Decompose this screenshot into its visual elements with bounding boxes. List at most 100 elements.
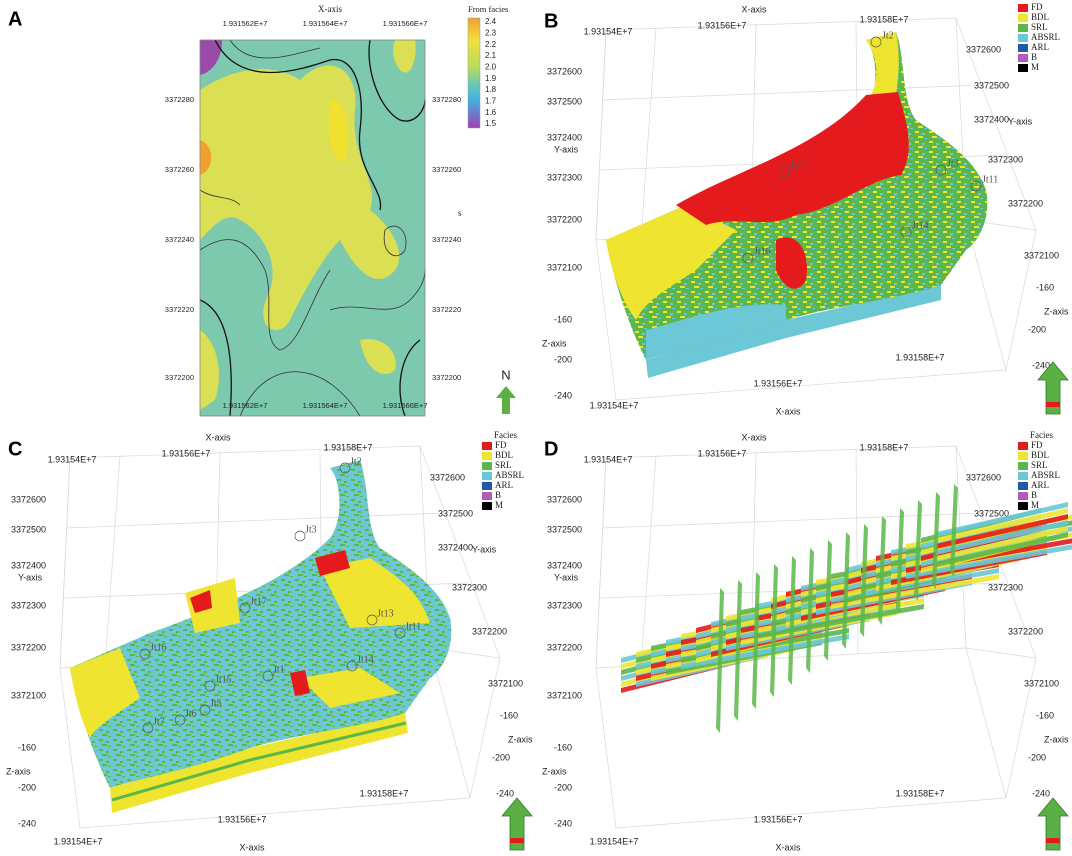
y-tick-label: 3372600	[11, 494, 46, 504]
y-tick-label: 3372400	[547, 132, 582, 142]
well-label: Jt13	[377, 608, 394, 619]
low	[200, 40, 222, 75]
well-marker	[174, 714, 186, 726]
legend-swatch	[1018, 54, 1028, 62]
x-tick-label: 1.93158E+7	[896, 788, 945, 798]
z-tick-label: -200	[554, 354, 572, 364]
x-axis-title: X-axis	[741, 432, 767, 442]
z-tick-label: -200	[492, 752, 510, 762]
x-tick-label: 1.93158E+7	[860, 14, 909, 24]
y-tick-label: 3372200	[1008, 626, 1043, 636]
z-axis-title: Z-axis	[508, 734, 533, 744]
well-label: Jt16	[150, 642, 167, 653]
well-marker	[366, 614, 378, 626]
z-axis-title: Z-axis	[542, 338, 567, 348]
section-stripe	[936, 520, 1068, 555]
y-tick-label: 3372600	[966, 44, 1001, 54]
x-tick-label: 1.93154E+7	[584, 454, 633, 464]
facies-cyan	[646, 304, 786, 360]
well-label: Jt14	[357, 654, 374, 665]
z-tick-label: -240	[496, 788, 514, 798]
colorbar-label: 1.7	[485, 96, 497, 105]
y-tick-label: 3372600	[430, 472, 465, 482]
y-tick-label: 3372200	[432, 373, 461, 382]
high-zone	[360, 339, 396, 375]
y-tick-label: 3372100	[547, 690, 582, 700]
section-vertical	[950, 484, 958, 577]
y-tick-label: 3372400	[547, 560, 582, 570]
peak-core	[328, 99, 348, 162]
y-tick-label: 3372280	[165, 95, 194, 104]
contour-line	[329, 269, 426, 311]
z-tick-label: -200	[1028, 752, 1046, 762]
x-axis-title: X-axis	[239, 842, 265, 852]
x-tick-label: 1.93156E+7	[162, 448, 211, 458]
section-vertical	[734, 580, 742, 721]
section-vertical	[842, 532, 850, 649]
x-tick-label: 1.93154E+7	[48, 454, 97, 464]
legend-swatch	[1018, 34, 1028, 42]
legend-swatch	[482, 472, 492, 480]
section-stripe	[936, 532, 1068, 567]
section-stripe	[936, 508, 1068, 543]
facies-yellow	[70, 648, 140, 738]
x-axis-title: X-axis	[775, 406, 801, 416]
well-marker	[294, 530, 306, 542]
y-tick-label: 3372200	[472, 626, 507, 636]
legend-label: ABSRL	[1031, 470, 1060, 480]
y-tick-label: 3372220	[165, 305, 194, 314]
well-marker	[339, 462, 351, 474]
x-tick-label: 1.93158E+7	[896, 352, 945, 362]
x-tick-label: 1.931566E+7	[383, 19, 428, 28]
legend-swatch	[482, 502, 492, 510]
legend-label: ARL	[1031, 480, 1049, 490]
section-vertical	[824, 540, 832, 661]
well-label: Jt17	[250, 596, 267, 607]
well-marker	[204, 680, 216, 692]
colorbar-label: 2.4	[485, 17, 497, 26]
well-marker	[935, 164, 947, 176]
z-tick-label: -240	[554, 818, 572, 828]
y-tick-label: 3372220	[432, 305, 461, 314]
legend-label: SRL	[1031, 460, 1048, 470]
x-tick-label: 1.93156E+7	[698, 20, 747, 30]
legend-label: B	[1031, 52, 1037, 62]
y-tick-label: 3372280	[432, 95, 461, 104]
y-tick-label: 3372260	[165, 165, 194, 174]
colorbar-label: 2.1	[485, 51, 497, 60]
x-tick-label: 1.931562E+7	[223, 19, 268, 28]
section-vertical	[752, 572, 760, 709]
well-marker	[142, 722, 154, 734]
colorbar	[467, 17, 481, 129]
high-zone	[393, 40, 416, 73]
facies-yellow	[606, 205, 736, 320]
facies-red	[190, 590, 212, 613]
x-tick-label: 1.93156E+7	[754, 378, 803, 388]
well-marker	[239, 602, 251, 614]
well-label: Jt11	[982, 174, 998, 185]
north-arrow	[1037, 361, 1069, 415]
well-marker	[742, 252, 754, 264]
y-tick-label: 3372200	[165, 373, 194, 382]
well-label: Jt6	[185, 708, 197, 719]
legend-swatch	[1018, 442, 1028, 450]
layer-base	[646, 285, 941, 378]
legend-swatch	[1018, 472, 1028, 480]
colorbar-label: 1.6	[485, 108, 497, 117]
y-tick-label: 3372200	[11, 642, 46, 652]
section-stripe	[906, 544, 1072, 579]
facies-red	[776, 237, 807, 289]
well-label: Jt1	[273, 664, 285, 675]
y-tick-label: 3372600	[966, 472, 1001, 482]
section-stripe	[936, 502, 1068, 537]
z-tick-label: -160	[500, 710, 518, 720]
legend-label: M	[495, 500, 503, 510]
legend-label: B	[495, 490, 501, 500]
y-tick-label: 3372500	[974, 508, 1009, 518]
y-tick-label: 3372260	[432, 165, 461, 174]
y-tick-label: 3372300	[988, 582, 1023, 592]
well-marker	[199, 704, 211, 716]
legend-label: ABSRL	[495, 470, 524, 480]
